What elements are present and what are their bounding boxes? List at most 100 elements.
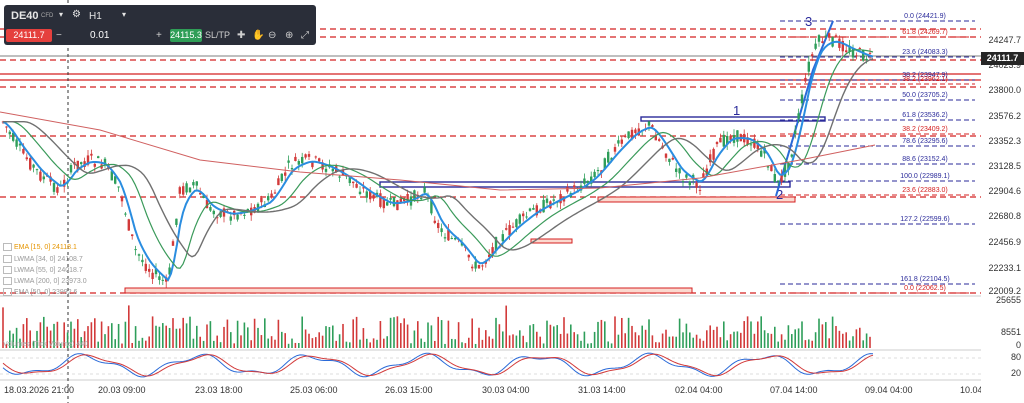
volume-bar	[213, 340, 215, 348]
candle-body	[865, 58, 868, 61]
candle-body	[797, 113, 800, 119]
volume-bar	[746, 316, 749, 348]
price-tick-label: 23128.5	[988, 161, 1021, 171]
price-chart[interactable]: 0.0 (24421.9) 61.8 (24269.7) 23.6 (24083.3…	[0, 0, 981, 403]
indicator-visibility-icon[interactable]	[3, 288, 12, 296]
volume-bar	[199, 336, 201, 348]
indicator-visibility-icon[interactable]	[3, 255, 12, 263]
indicator-visibility-icon[interactable]	[3, 277, 12, 285]
volume-bar	[559, 333, 562, 348]
increase-volume-button[interactable]: +	[156, 30, 162, 41]
volume-bar	[723, 321, 725, 348]
volume-bar	[124, 321, 127, 348]
indicator-visibility-icon[interactable]	[3, 243, 12, 251]
candle-body	[780, 174, 783, 182]
price-scale[interactable]: 24247.7 24023.9 23800.0 23576.2 23352.3 23128…	[981, 0, 1024, 403]
demand-zone	[530, 238, 573, 244]
candle-body	[93, 163, 96, 167]
volume-bar	[634, 332, 637, 348]
volume-bar	[151, 316, 154, 348]
candle-body	[607, 151, 610, 163]
indicator-legend-item[interactable]: LWMA [34, 0] 24108.7	[3, 255, 83, 263]
candle-body	[698, 189, 702, 191]
volume-bar	[818, 318, 820, 348]
volume-bar	[400, 323, 402, 348]
volume-bar	[529, 325, 531, 348]
volume-bar	[532, 324, 535, 348]
volume-bar	[104, 334, 106, 348]
volume-bar	[831, 316, 834, 348]
timeframe-dropdown-icon[interactable]: ▾	[122, 10, 127, 19]
candle-body	[117, 186, 120, 188]
candle-body	[654, 134, 657, 141]
volume-bar	[369, 342, 371, 348]
volume-input[interactable]: 0.01	[90, 30, 110, 41]
volume-bar	[77, 319, 79, 348]
volume-bar	[179, 328, 181, 348]
wave-label-1: 1	[733, 103, 740, 118]
indicator-legend-item[interactable]: EMA [50, 0] 23992.6	[3, 288, 77, 296]
candle-body	[702, 173, 705, 178]
volume-bar	[709, 325, 711, 348]
time-axis-label: 25.03 06:00	[290, 385, 338, 395]
volume-bar	[733, 331, 735, 348]
candle-body	[770, 164, 773, 172]
sell-button[interactable]: 24111.7	[6, 29, 52, 42]
indicator-legend-item[interactable]: LWMA [55, 0] 24018.7	[3, 266, 83, 274]
volume-bar	[383, 338, 385, 348]
indicator-legend-item[interactable]: LWMA [200, 0] 23973.0	[3, 277, 87, 285]
volume-bar	[386, 336, 388, 348]
volume-bar	[760, 316, 762, 348]
timeframe-label[interactable]: H1	[89, 11, 102, 22]
decrease-volume-button[interactable]: −	[56, 30, 62, 41]
buy-button[interactable]: 24115.3	[170, 29, 202, 42]
sltp-button[interactable]: SL/TP	[205, 30, 231, 40]
volume-bar	[682, 332, 684, 348]
candle-body	[205, 199, 209, 209]
symbol-dropdown-icon[interactable]: ▾	[59, 10, 64, 19]
volume-bar	[542, 343, 545, 348]
volume-bar	[505, 305, 507, 348]
volume-bar	[716, 326, 718, 348]
candle-body	[729, 135, 732, 140]
volume-bar	[481, 339, 484, 348]
indicator-visibility-icon[interactable]	[3, 266, 12, 274]
volume-bar	[376, 339, 378, 348]
candle-body	[828, 33, 831, 38]
volume-bar	[298, 343, 300, 348]
candle-body	[86, 155, 90, 165]
candle-body	[760, 150, 763, 157]
candle-body	[433, 220, 436, 223]
volume-bar	[138, 340, 140, 348]
crosshair-icon[interactable]: ✚	[237, 30, 246, 41]
zoom-in-icon[interactable]: ⊕	[285, 30, 294, 41]
candle-body	[182, 186, 185, 195]
fullscreen-icon[interactable]: ⤢	[301, 30, 309, 41]
fib-level-label: 78.6 (23295.6)	[902, 138, 948, 145]
volume-bar	[315, 337, 317, 348]
volume-bar	[43, 316, 45, 348]
volume-bar	[556, 325, 558, 348]
volume-bar	[848, 340, 851, 348]
time-axis-label: 31.03 14:00	[578, 385, 626, 395]
volume-bar	[427, 322, 429, 348]
candle-body	[25, 157, 28, 160]
candle-body	[508, 225, 511, 236]
supply-zone	[640, 116, 826, 122]
candle-body	[365, 191, 368, 198]
candle-body	[532, 207, 535, 210]
volume-bar	[362, 328, 365, 348]
zoom-out-icon[interactable]: ⊖	[268, 30, 277, 41]
volume-bar	[284, 333, 286, 348]
volume-bar	[576, 334, 579, 348]
volume-bar	[610, 343, 613, 348]
symbol-label[interactable]: DE40	[11, 10, 39, 22]
hand-icon[interactable]: ✋	[252, 30, 265, 41]
volume-bar	[230, 332, 232, 348]
volume-bar	[131, 342, 133, 348]
gear-icon[interactable]: ⚙	[72, 9, 81, 20]
candle-body	[386, 202, 389, 206]
indicator-legend-item[interactable]: EMA [15, 0] 24118.1	[3, 243, 77, 251]
candle-body	[168, 267, 171, 275]
volume-bar	[777, 341, 779, 348]
